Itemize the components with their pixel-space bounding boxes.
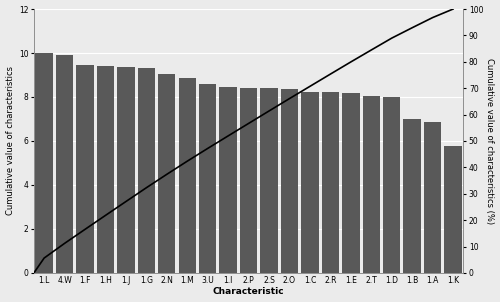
Bar	[444, 146, 462, 273]
Bar	[158, 74, 176, 273]
X-axis label: Characteristic: Characteristic	[213, 288, 284, 297]
Y-axis label: Cumulative value of characteristics: Cumulative value of characteristics	[6, 66, 15, 215]
Bar	[240, 88, 258, 273]
Bar	[138, 69, 155, 273]
Bar	[322, 92, 339, 273]
Bar	[76, 65, 94, 273]
Bar	[56, 55, 74, 273]
Bar	[383, 97, 400, 273]
Bar	[424, 122, 442, 273]
Bar	[199, 84, 216, 273]
Bar	[36, 53, 53, 273]
Bar	[281, 89, 298, 273]
Bar	[178, 78, 196, 273]
Bar	[97, 66, 114, 273]
Bar	[117, 67, 134, 273]
Bar	[342, 93, 359, 273]
Bar	[362, 96, 380, 273]
Bar	[301, 92, 318, 273]
Bar	[260, 88, 278, 273]
Bar	[404, 119, 421, 273]
Bar	[220, 87, 237, 273]
Y-axis label: Cumulative value of characteristics (%): Cumulative value of characteristics (%)	[486, 58, 494, 224]
